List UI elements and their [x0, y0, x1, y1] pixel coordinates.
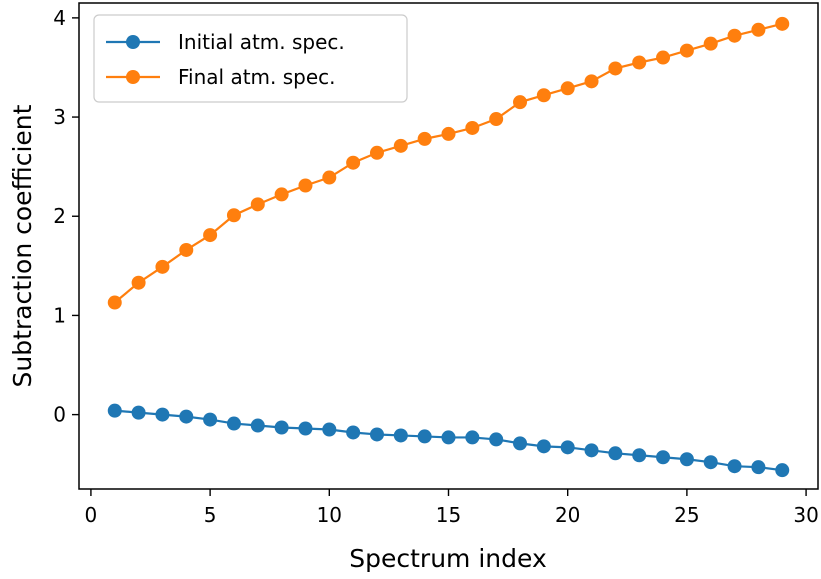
x-tick-label: 0 [85, 503, 98, 527]
series-2-point [584, 74, 599, 89]
series-2-point [441, 126, 456, 141]
y-axis-label: Subtraction coefficient [8, 104, 37, 387]
series-1-point [250, 418, 265, 433]
series-1-point [417, 429, 432, 444]
series-2-point [417, 131, 432, 146]
series-1-point [608, 446, 623, 461]
series-2-point [679, 43, 694, 58]
series-2-point [226, 208, 241, 223]
plot-area [107, 16, 790, 478]
series-2-point [393, 138, 408, 153]
series-2-point [632, 55, 647, 70]
series-1-point [322, 422, 337, 437]
series-1-point [346, 425, 361, 440]
series-1-point [536, 439, 551, 454]
series-1-point [107, 403, 122, 418]
series-1-point [775, 463, 790, 478]
series-2-point [489, 112, 504, 127]
legend-frame [93, 14, 408, 103]
series-2-point [155, 259, 170, 274]
series-1-point [513, 436, 528, 451]
y-tick-label: 2 [53, 204, 66, 228]
series-1-point [393, 428, 408, 443]
series-1-point [203, 412, 218, 427]
series-1-point [727, 459, 742, 474]
x-tick-label: 30 [793, 503, 818, 527]
series-2-point [513, 95, 528, 110]
y-axis-ticks: 0 1 2 3 4 [53, 6, 79, 427]
axes-frame [78, 2, 819, 490]
series-2-point [727, 28, 742, 43]
series-1-point [679, 452, 694, 467]
series-2-point [608, 61, 623, 76]
legend-label-2: Final atm. spec. [178, 65, 336, 89]
series-2-point [131, 275, 146, 290]
series-2-point [536, 88, 551, 103]
series-1-point [131, 405, 146, 420]
y-tick-label: 0 [53, 403, 66, 427]
series-1-point [369, 427, 384, 442]
series-2-point [346, 155, 361, 170]
x-tick-label: 20 [555, 503, 580, 527]
series-1-point [584, 443, 599, 458]
series-2-point [179, 242, 194, 257]
series-1-point [489, 432, 504, 447]
x-axis-ticks: 0 5 10 15 20 25 30 [85, 489, 819, 527]
legend-label-1: Initial atm. spec. [178, 30, 345, 54]
series-1-point [298, 421, 313, 436]
y-tick-label: 3 [53, 105, 66, 129]
series-1-point [656, 450, 671, 465]
series-1-point [155, 407, 170, 422]
series-2-point [250, 197, 265, 212]
series-1-point [632, 448, 647, 463]
series-2-point [656, 50, 671, 65]
series-1-point [465, 430, 480, 445]
series-2-point [751, 22, 766, 37]
series-2-point [274, 187, 289, 202]
series-2-point [322, 170, 337, 185]
series-2-point [560, 81, 575, 96]
x-tick-label: 25 [674, 503, 699, 527]
series-2-point [369, 145, 384, 160]
y-tick-label: 4 [53, 6, 66, 30]
y-tick-label: 1 [53, 303, 66, 327]
x-tick-label: 5 [204, 503, 217, 527]
x-tick-label: 10 [317, 503, 342, 527]
x-tick-label: 15 [436, 503, 461, 527]
legend-marker-2 [126, 70, 140, 84]
series-1-point [751, 460, 766, 475]
series-2-point [298, 178, 313, 193]
series-1-point [179, 409, 194, 424]
legend: Initial atm. spec. Final atm. spec. [93, 14, 408, 103]
series-1-point [560, 440, 575, 455]
series-2-point [465, 120, 480, 135]
legend-marker-1 [126, 35, 140, 49]
series-2-point [107, 295, 122, 310]
series-2-point [775, 16, 790, 31]
series-2-point [703, 36, 718, 51]
series-1-point [226, 416, 241, 431]
series-1-point [703, 455, 718, 470]
series-1-point [441, 430, 456, 445]
series-1-point [274, 420, 289, 435]
x-axis-label: Spectrum index [349, 544, 547, 573]
series-2-point [203, 228, 218, 243]
